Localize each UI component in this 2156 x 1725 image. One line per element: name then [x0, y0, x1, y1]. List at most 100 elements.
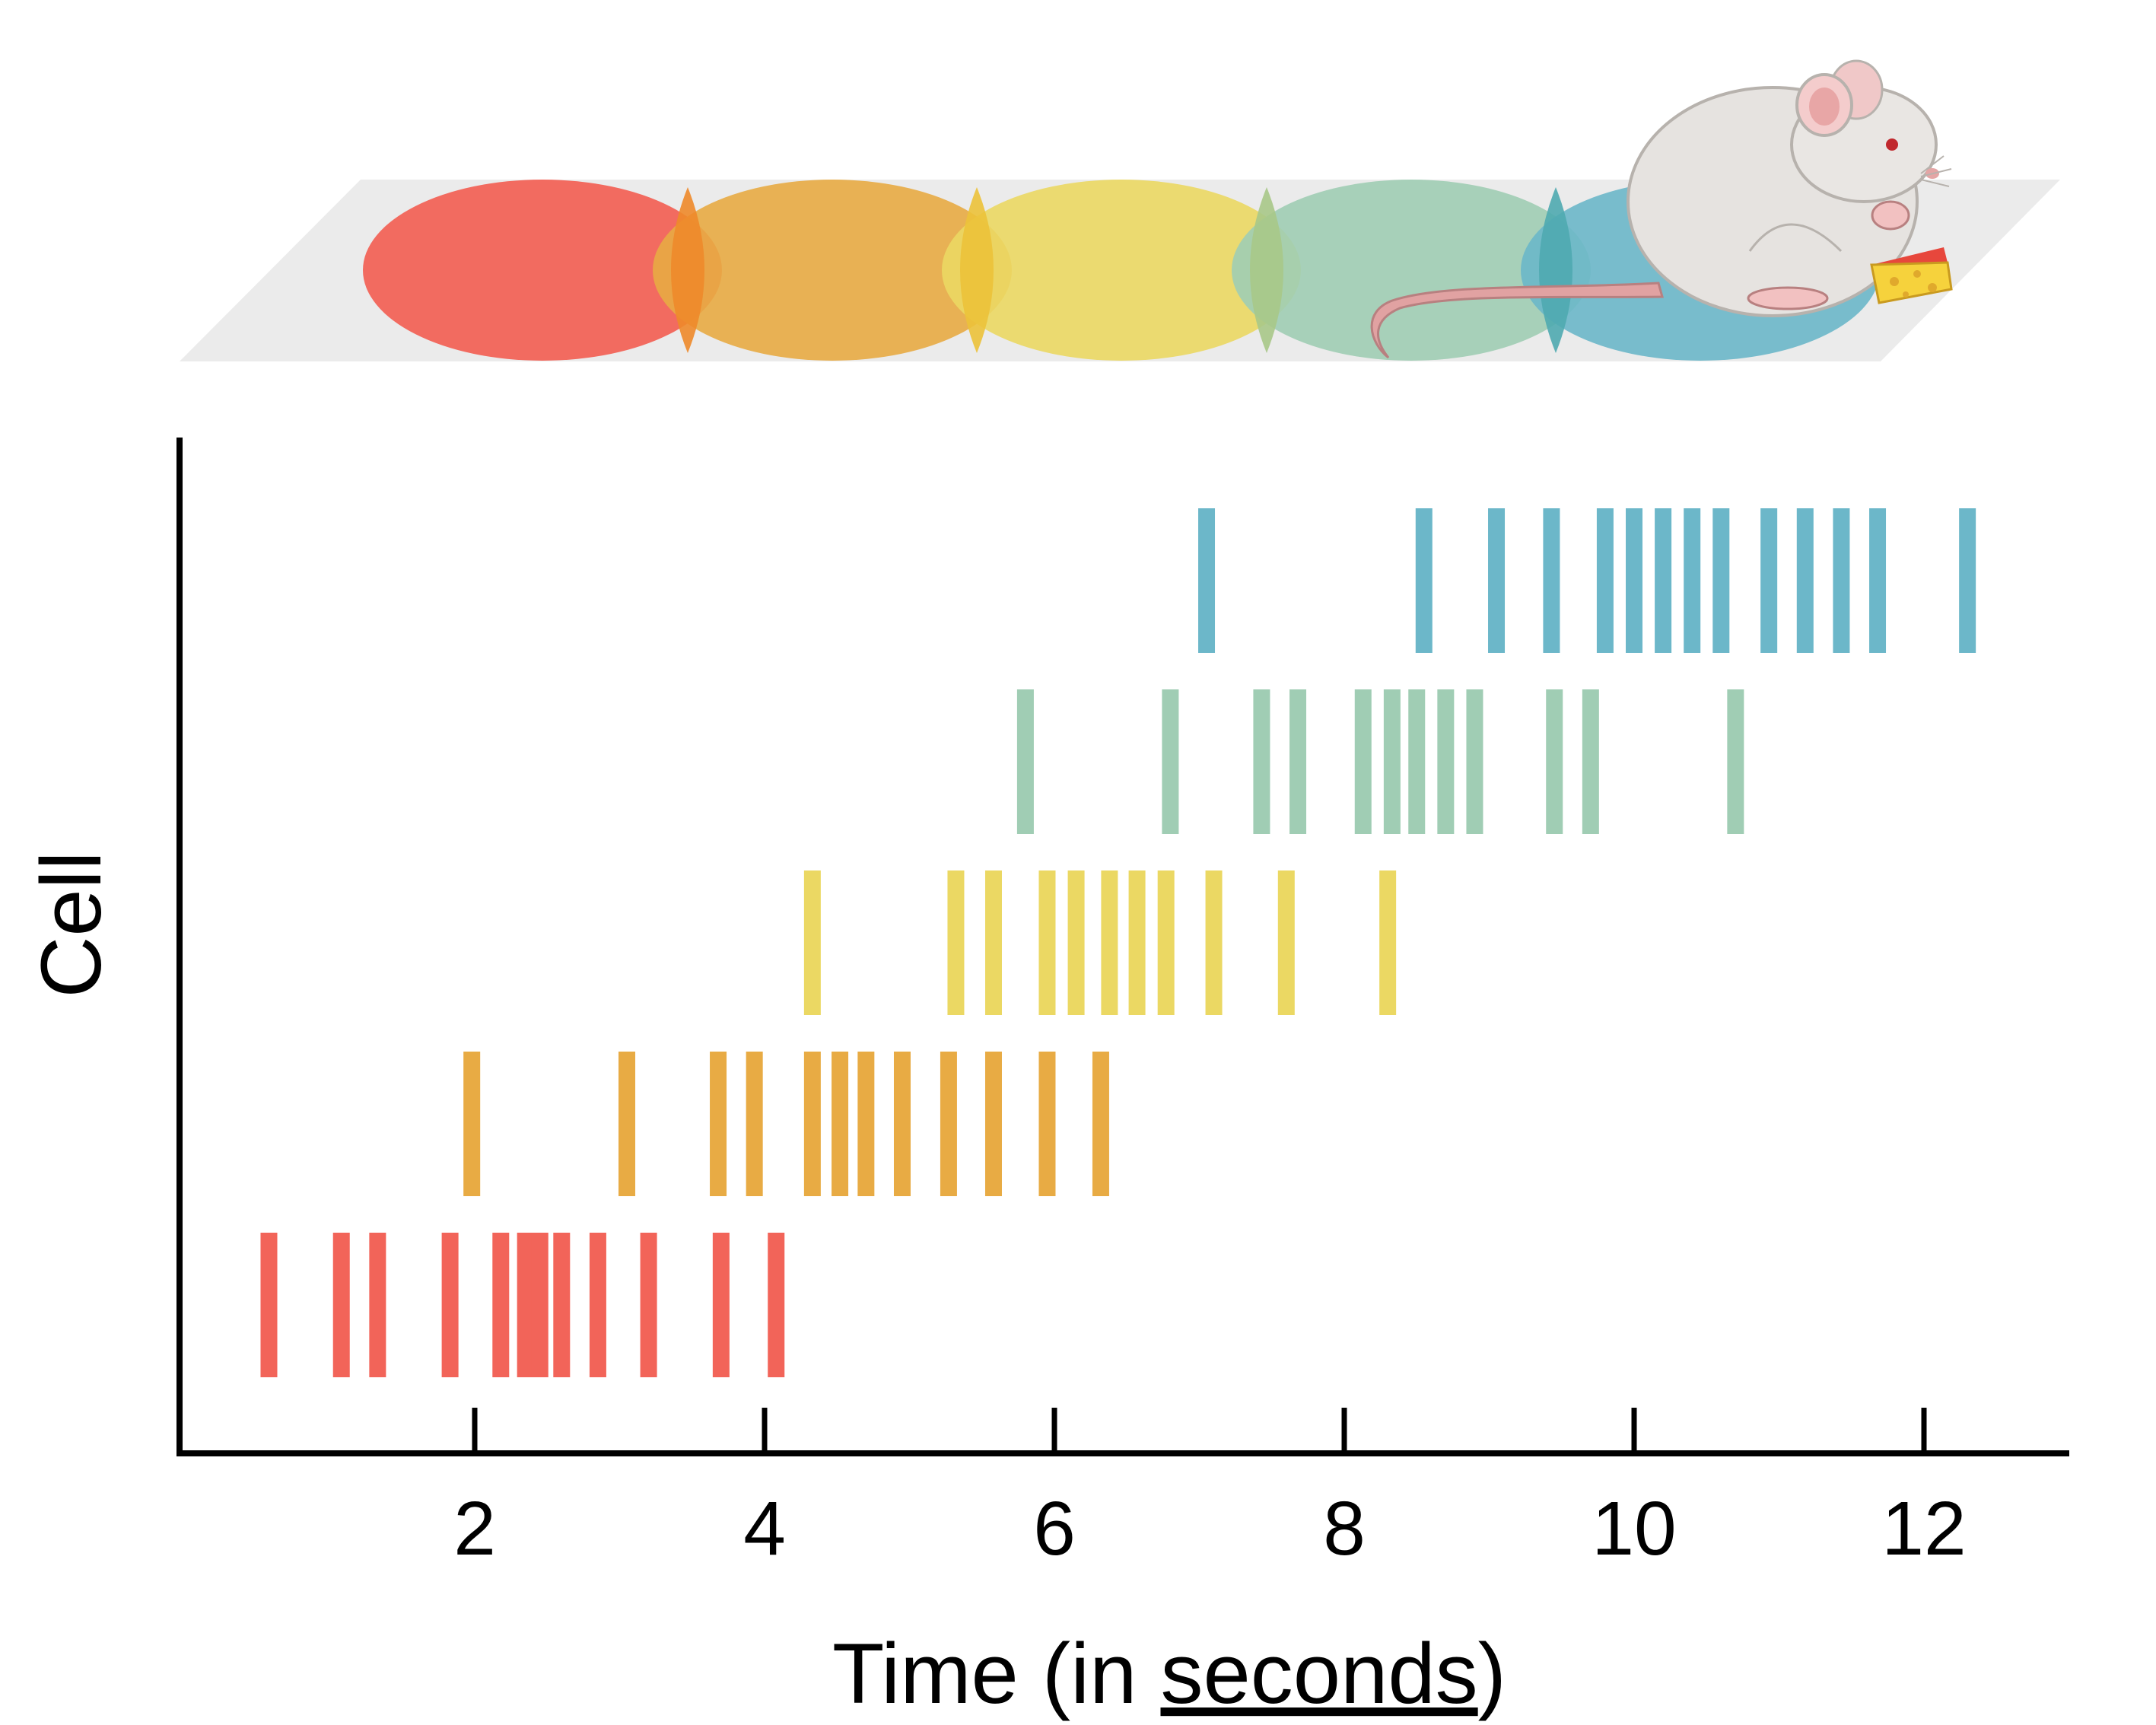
spike-mark	[1157, 870, 1175, 1015]
spike-mark	[1016, 689, 1034, 834]
spike-mark	[1289, 689, 1307, 834]
x-axis-label-suffix: )	[1478, 1626, 1506, 1721]
place-zone-3	[942, 180, 1301, 361]
x-tick-label: 4	[743, 1486, 786, 1571]
x-ticks	[472, 1408, 1927, 1453]
x-tick-label: 2	[453, 1486, 496, 1571]
spike-mark	[1833, 508, 1850, 653]
spike-mark	[1760, 508, 1778, 653]
spike-mark	[1582, 689, 1599, 834]
x-tick-label: 8	[1323, 1486, 1366, 1571]
spike-mark	[1354, 689, 1372, 834]
spike-mark	[1684, 508, 1701, 653]
spike-mark	[1277, 870, 1295, 1015]
zone-overlap-2	[960, 187, 994, 353]
spike-mark	[492, 1233, 510, 1377]
zone-overlap-3	[1250, 187, 1283, 353]
x-tick-label: 12	[1881, 1486, 1966, 1571]
zone-overlap-1	[671, 187, 704, 353]
cheese-illustration	[1870, 247, 1953, 304]
spike-mark	[332, 1233, 350, 1377]
track-illustration	[180, 59, 2060, 361]
mouse-forepaw	[1871, 200, 1910, 231]
mouse-tail	[1370, 282, 1664, 359]
spike-mark	[710, 1052, 727, 1196]
spike-mark	[1543, 508, 1560, 653]
cheese-body	[1870, 261, 1953, 304]
cheese-hole	[1903, 291, 1909, 298]
spike-mark	[1626, 508, 1642, 653]
place-zone-1	[363, 180, 722, 361]
spike-mark	[1488, 508, 1506, 653]
spike-mark	[1712, 508, 1730, 653]
spike-mark	[618, 1052, 636, 1196]
y-axis-label: Cell	[24, 851, 119, 998]
cheese-hole	[1928, 283, 1937, 292]
spike-mark	[441, 1233, 459, 1377]
spike-mark	[1253, 689, 1270, 834]
spike-mark	[803, 1052, 821, 1196]
cell-row-5	[1198, 508, 1976, 653]
spike-mark	[768, 1233, 785, 1377]
mouse-hindfoot	[1747, 286, 1829, 310]
mouse-eye	[1886, 138, 1898, 151]
spike-mark	[1655, 508, 1672, 653]
mouse-illustration	[1370, 59, 1952, 359]
spike-mark	[589, 1233, 606, 1377]
spike-mark	[517, 1233, 534, 1377]
spike-mark	[640, 1233, 657, 1377]
spike-mark	[1101, 870, 1118, 1015]
spike-mark	[1437, 689, 1455, 834]
spike-mark	[1198, 508, 1216, 653]
spike-mark	[746, 1052, 763, 1196]
mouse-whiskers	[1920, 155, 1952, 187]
spike-mark	[1162, 689, 1179, 834]
cell-row-4	[1016, 689, 1744, 834]
spike-mark	[1796, 508, 1814, 653]
spike-mark	[803, 870, 821, 1015]
spike-mark	[553, 1233, 571, 1377]
cell-row-3	[803, 870, 1397, 1015]
plot-area: 2 4 6 8 10 12	[176, 438, 2069, 1571]
spike-mark	[1869, 508, 1887, 653]
x-axis-label: Time (in seconds)	[832, 1626, 1506, 1721]
spike-mark	[712, 1233, 730, 1377]
spike-mark	[1379, 870, 1397, 1015]
spike-mark	[940, 1052, 957, 1196]
mouse-ear-inner	[1809, 88, 1840, 126]
spike-mark	[893, 1052, 911, 1196]
spike-mark	[1383, 689, 1401, 834]
spike-mark	[1038, 870, 1056, 1015]
spike-mark	[1596, 508, 1614, 653]
x-tick-label: 6	[1033, 1486, 1076, 1571]
x-axis-label-unit: seconds	[1160, 1626, 1477, 1721]
spike-mark	[260, 1233, 278, 1377]
spike-mark	[463, 1052, 481, 1196]
cell-row-1	[260, 1233, 785, 1377]
cheese-hole	[1890, 277, 1899, 286]
cell-row-2	[463, 1052, 1109, 1196]
spike-mark	[369, 1233, 386, 1377]
spike-mark	[1408, 689, 1426, 834]
cheese-top	[1871, 247, 1948, 265]
x-tick-label: 10	[1592, 1486, 1676, 1571]
spike-mark	[1415, 508, 1433, 653]
spike-mark	[1727, 689, 1744, 834]
spike-mark	[1959, 508, 1976, 653]
spike-mark	[1546, 689, 1563, 834]
spike-mark	[1128, 870, 1146, 1015]
spike-mark	[984, 870, 1002, 1015]
spike-mark	[1466, 689, 1483, 834]
spike-mark	[1067, 870, 1085, 1015]
zone-overlap-4	[1539, 187, 1572, 353]
spike-mark	[1038, 1052, 1056, 1196]
spike-rows	[260, 508, 1976, 1377]
spike-mark	[984, 1052, 1002, 1196]
x-tick-labels: 2 4 6 8 10 12	[453, 1486, 1966, 1571]
place-zone-4	[1232, 180, 1591, 361]
mouse-haunch	[1748, 223, 1843, 253]
place-zone-2	[653, 180, 1012, 361]
spike-mark	[1092, 1052, 1109, 1196]
spike-mark	[947, 870, 965, 1015]
